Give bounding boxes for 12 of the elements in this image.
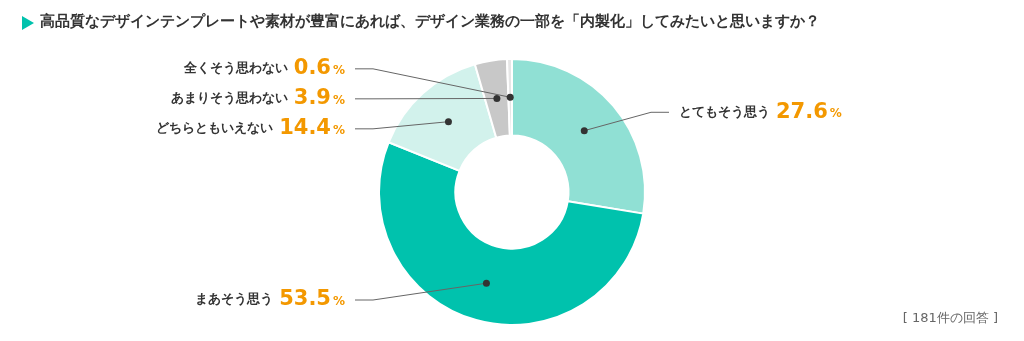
slice-label: まあそう思う (195, 291, 274, 307)
slice-label: どちらともいえない (156, 120, 274, 136)
chart-title: 高品質なデザインテンプレートや素材が豊富にあれば、デザイン業務の一部を「内製化」してみたいと思いますか？ (40, 12, 820, 31)
data-label: 0.6% (293, 55, 346, 80)
data-label: 3.9% (293, 85, 346, 110)
slice-label: 全くそう思わない (182, 60, 288, 76)
data-label: 53.5% (279, 286, 346, 311)
data-label: 27.6% (776, 98, 842, 123)
data-label: 14.4% (279, 115, 346, 140)
slice-label: とてもそう思う (679, 103, 770, 119)
slice-label: あまりそう思わない (170, 90, 288, 106)
text: [ 181件の回答 ] (902, 309, 998, 327)
